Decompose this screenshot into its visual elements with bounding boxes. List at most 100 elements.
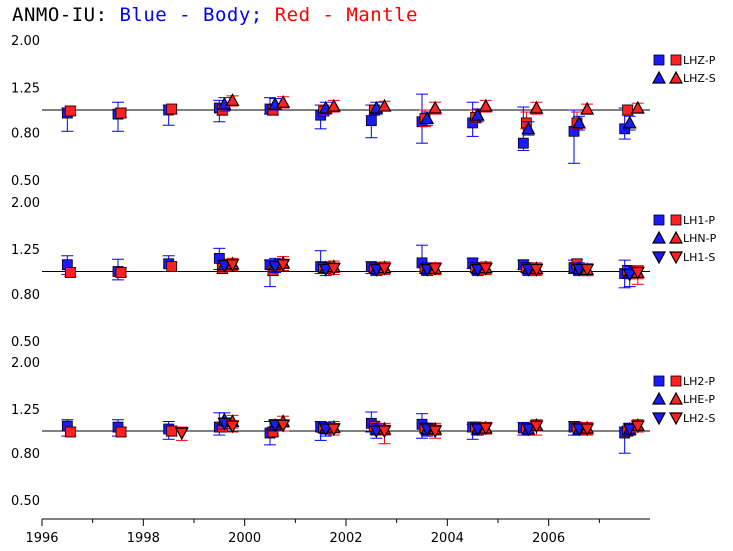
data-point-mantle-triangle-up <box>580 101 595 115</box>
data-point-body-triangle-up <box>622 115 637 129</box>
x-tick-label: 2004 <box>431 531 464 546</box>
data-point-mantle-triangle-up <box>529 100 544 114</box>
legend-marker-mantle <box>668 230 684 244</box>
y-tick-label: 2.00 <box>11 196 40 211</box>
legend-marker-mantle <box>668 251 684 265</box>
chart-title: ANMO-IU: Blue - Body; Red - Mantle <box>12 4 418 26</box>
y-tick-label: 2.00 <box>11 34 40 49</box>
y-tick-label: 0.50 <box>11 494 40 509</box>
legend-label: LHZ-P <box>683 54 716 67</box>
legend-marker-mantle <box>670 214 682 226</box>
data-point-mantle-triangle-down <box>630 420 645 434</box>
data-point-mantle-triangle-up <box>630 100 645 114</box>
data-point-body-triangle-up <box>572 115 587 129</box>
x-tick-label: 1996 <box>25 531 58 546</box>
y-tick-label: 0.50 <box>11 174 40 189</box>
data-point-mantle-triangle-down <box>580 263 595 277</box>
data-point-mantle-triangle-down <box>529 263 544 277</box>
legend-label: LH1-S <box>683 251 715 264</box>
data-point-mantle-triangle-down <box>630 266 645 280</box>
data-point-mantle-square <box>115 107 127 119</box>
data-point-mantle-square <box>64 267 76 278</box>
legend-marker-mantle <box>668 412 684 426</box>
x-tick-label: 1998 <box>127 531 160 546</box>
y-tick-label: 2.00 <box>11 356 40 371</box>
legend-marker-body <box>653 214 665 226</box>
data-point-body-triangle-down <box>622 268 637 282</box>
data-point-mantle-triangle-down <box>580 423 595 437</box>
data-point-body-triangle-up <box>521 121 536 135</box>
data-point-mantle-triangle-up <box>428 100 443 114</box>
y-tick-label: 1.25 <box>11 81 40 96</box>
legend-marker-mantle <box>670 54 682 66</box>
title-red-legend: Red - Mantle <box>274 4 418 26</box>
data-point-mantle-triangle-up <box>377 98 392 112</box>
data-point-mantle-square <box>622 104 634 116</box>
data-point-body-triangle-down <box>622 423 637 437</box>
data-point-mantle-square <box>166 425 178 437</box>
y-tick-label: 0.80 <box>11 127 40 142</box>
legend-label: LH2-S <box>683 412 715 425</box>
legend-marker-body <box>651 391 667 405</box>
data-point-mantle-triangle-down <box>428 425 443 439</box>
data-point-mantle-square <box>166 261 178 273</box>
legend-marker-body <box>651 230 667 244</box>
legend-marker-mantle <box>668 391 684 405</box>
data-point-mantle-triangle-down <box>529 420 544 434</box>
legend-label: LHN-P <box>683 232 717 245</box>
y-tick-label: 0.80 <box>11 288 40 303</box>
data-point-body-triangle-down <box>268 261 283 274</box>
data-point-mantle-triangle-down <box>326 423 341 437</box>
data-point-body-triangle-down <box>217 260 232 273</box>
data-point-mantle-triangle-down <box>174 427 189 441</box>
title-station: ANMO-IU: <box>12 4 108 26</box>
data-point-body-triangle-down <box>470 423 485 437</box>
data-point-mantle-triangle-down <box>225 259 240 272</box>
legend-marker-body <box>651 412 667 426</box>
y-tick-label: 0.80 <box>11 447 40 462</box>
legend-label: LH1-P <box>683 214 715 227</box>
data-point-body-square <box>365 115 377 127</box>
data-point-body-square <box>517 137 529 149</box>
data-point-body-triangle-down <box>369 263 384 277</box>
data-point-mantle-triangle-down <box>478 262 493 276</box>
legend-marker-body <box>651 251 667 265</box>
legend-label: LHZ-S <box>683 72 716 85</box>
data-point-mantle-square <box>115 426 127 438</box>
data-point-body-triangle-down <box>470 263 485 277</box>
y-tick-label: 1.25 <box>11 243 40 258</box>
data-point-body-triangle-up <box>470 107 485 121</box>
x-tick-label: 2002 <box>329 531 362 546</box>
data-point-mantle-triangle-down <box>428 262 443 276</box>
data-point-mantle-triangle-down <box>377 262 392 276</box>
legend-label: LHE-P <box>683 393 715 406</box>
legend-marker-body <box>653 54 665 66</box>
legend-marker-mantle <box>668 70 684 84</box>
data-point-mantle-triangle-down <box>377 425 392 439</box>
data-point-body-triangle-down <box>420 263 435 277</box>
data-point-mantle-triangle-up <box>276 94 291 108</box>
x-tick-label: 2006 <box>532 531 565 546</box>
data-point-body-triangle-down <box>521 423 536 437</box>
legend-marker-body <box>653 375 665 387</box>
data-point-body-triangle-up <box>420 111 435 125</box>
data-point-mantle-triangle-down <box>478 422 493 436</box>
y-tick-label: 1.25 <box>11 403 40 418</box>
data-point-mantle-square <box>64 426 76 438</box>
data-point-mantle-square <box>115 267 127 278</box>
legend-marker-body <box>651 70 667 84</box>
y-tick-label: 0.50 <box>11 335 40 350</box>
data-point-mantle-triangle-up <box>478 98 493 112</box>
title-blue-legend: Blue - Body; <box>119 4 263 26</box>
data-point-mantle-square <box>64 105 76 117</box>
legend-marker-mantle <box>670 375 682 387</box>
data-point-body-triangle-down <box>318 263 333 277</box>
x-tick-label: 2000 <box>228 531 261 546</box>
legend-label: LH2-P <box>683 375 715 388</box>
data-point-mantle-triangle-up <box>326 98 341 112</box>
data-point-mantle-triangle-down <box>225 420 240 434</box>
data-point-mantle-triangle-down <box>276 259 291 272</box>
data-point-mantle-triangle-down <box>276 419 291 433</box>
data-point-mantle-triangle-down <box>326 262 341 276</box>
